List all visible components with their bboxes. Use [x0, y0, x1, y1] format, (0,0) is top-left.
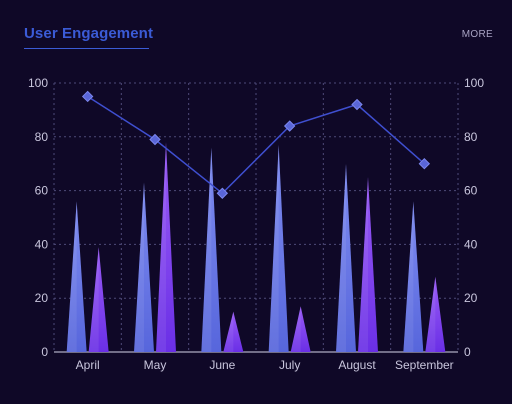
x-tick-label: April — [76, 358, 100, 372]
y-tick-label: 60 — [35, 184, 49, 198]
bar-series1-july — [268, 144, 289, 352]
y-tick-label: 0 — [41, 345, 48, 359]
line-marker-september — [418, 157, 431, 170]
bar-series2-august — [358, 177, 378, 352]
bar-highlight — [156, 142, 166, 352]
line-marker-august — [351, 98, 363, 111]
bar-highlight — [201, 147, 212, 352]
title-underline — [24, 48, 149, 49]
y2-tick-label: 80 — [464, 130, 478, 144]
x-tick-label: July — [279, 358, 300, 372]
bar-highlight — [223, 311, 234, 352]
bar-highlight — [268, 144, 279, 352]
y2-tick-label: 100 — [464, 76, 484, 90]
bar-series1-september — [403, 201, 424, 352]
line-series — [87, 95, 425, 195]
x-tick-label: May — [144, 358, 167, 372]
bar-highlight — [290, 306, 301, 352]
bar-series1-april — [66, 201, 87, 352]
x-tick-label: September — [395, 358, 454, 372]
x-tick-label: August — [338, 358, 376, 372]
more-button[interactable]: MORE — [461, 29, 493, 40]
y-tick-label: 20 — [35, 291, 49, 305]
chart-title: User Engagement — [24, 25, 154, 42]
line-marker-april — [81, 90, 94, 103]
y2-tick-label: 60 — [464, 184, 478, 198]
bar-highlight — [66, 201, 77, 352]
bar-highlight — [403, 201, 414, 352]
bar-series2-june — [223, 311, 244, 352]
bar-series1-june — [201, 147, 222, 352]
y2-tick-label: 40 — [464, 237, 478, 251]
bar-highlight — [336, 163, 346, 352]
y-tick-label: 80 — [35, 130, 49, 144]
bar-series2-april — [88, 247, 109, 352]
bar-highlight — [134, 182, 144, 352]
bar-highlight — [358, 177, 368, 352]
bar-highlight — [88, 247, 99, 352]
line-marker-may — [149, 133, 161, 146]
y-tick-label: 100 — [28, 76, 48, 90]
line-marker-july — [283, 120, 296, 132]
line-marker-june — [216, 187, 229, 199]
bar-series1-august — [336, 163, 356, 352]
bar-series2-july — [290, 306, 311, 352]
bar-series1-may — [134, 182, 154, 352]
y2-tick-label: 0 — [464, 345, 471, 359]
y2-tick-label: 20 — [464, 291, 478, 305]
x-tick-label: June — [209, 358, 235, 372]
bar-highlight — [425, 276, 436, 352]
bar-series2-may — [156, 142, 176, 352]
bar-series2-september — [425, 276, 446, 352]
y-tick-label: 40 — [35, 237, 49, 251]
